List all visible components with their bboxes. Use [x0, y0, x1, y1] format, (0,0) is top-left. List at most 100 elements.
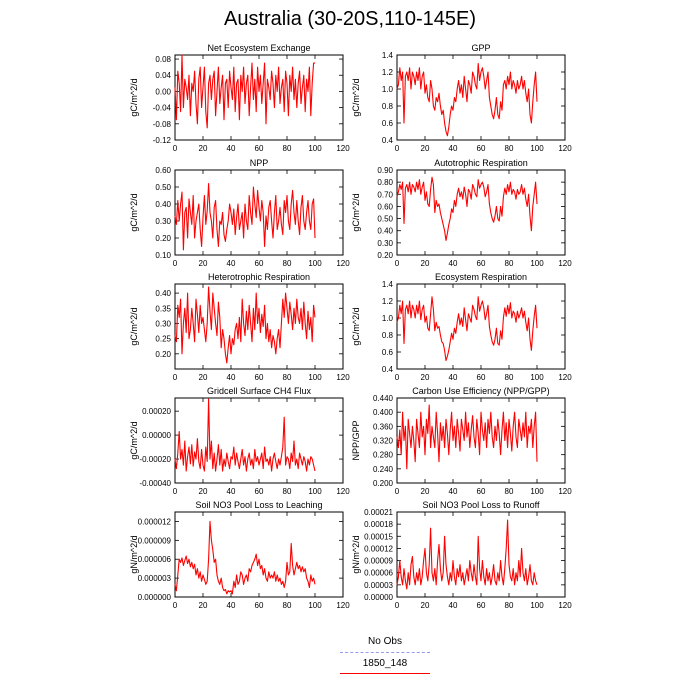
y-tick-label: 0.4 [382, 136, 394, 145]
y-axis-label: gN/m^2/d [351, 535, 361, 573]
y-tick-label: 0.60 [377, 202, 393, 211]
y-tick-label: 0.00000 [142, 431, 171, 440]
y-tick-label: 0.00018 [364, 520, 393, 529]
x-tick-label: 80 [283, 487, 292, 496]
panel-7: Gridcell Surface CH4 Flux gC/m^2/d 0 20 40 60… [129, 386, 350, 496]
y-tick-label: 0.8 [382, 331, 394, 340]
x-tick-label: 20 [421, 259, 430, 268]
y-tick-label: 0.440 [373, 394, 394, 403]
panel-2: GPP gC/m^2/d 0 20 40 60 80 100 120 1.4 1.2 1.0 0.8 0.… [351, 43, 572, 153]
y-tick-label: -0.00040 [139, 479, 171, 488]
plot-frame [396, 283, 566, 370]
y-tick-label: 0.30 [155, 319, 171, 328]
y-tick-label: 0.40 [155, 200, 171, 209]
x-tick-label: 80 [283, 259, 292, 268]
x-tick-label: 80 [505, 144, 514, 153]
panel-9: Soil NO3 Pool Loss to Leaching gN/m^2/d 0 2… [129, 500, 350, 610]
y-tick-label: 1.2 [382, 297, 394, 306]
x-tick-label: 0 [395, 601, 400, 610]
x-tick-label: 40 [449, 144, 458, 153]
y-tick-label: -0.04 [153, 104, 172, 113]
x-tick-label: 100 [530, 601, 544, 610]
x-tick-label: 120 [558, 144, 572, 153]
y-tick-label: 0.30 [155, 217, 171, 226]
y-axis-label: gC/m^2/d [351, 307, 361, 345]
series-line [174, 520, 316, 595]
x-tick-label: 80 [283, 601, 292, 610]
y-tick-label: 0.000003 [138, 574, 172, 583]
y-tick-label: 0.320 [373, 437, 394, 446]
y-tick-label: 0.20 [155, 234, 171, 243]
y-tick-label: 0.30 [377, 239, 393, 248]
y-tick-label: 0.240 [373, 465, 394, 474]
x-tick-label: 80 [283, 373, 292, 382]
legend-model-label: 1850_148 [362, 658, 408, 669]
x-tick-label: 0 [395, 144, 400, 153]
x-tick-label: 40 [449, 259, 458, 268]
panel-title: Ecosystem Respiration [435, 272, 527, 282]
y-axis-label: gC/m^2/d [129, 307, 139, 345]
y-tick-label: 1.0 [382, 314, 394, 323]
x-tick-label: 120 [558, 373, 572, 382]
x-tick-label: 0 [173, 487, 178, 496]
x-tick-label: 100 [308, 373, 322, 382]
x-tick-label: 80 [505, 373, 514, 382]
x-tick-label: 100 [530, 373, 544, 382]
x-tick-label: 120 [558, 259, 572, 268]
x-tick-label: 120 [558, 487, 572, 496]
x-tick-label: 120 [558, 601, 572, 610]
series-line [396, 62, 538, 137]
series-line [174, 54, 315, 129]
x-tick-label: 60 [255, 259, 264, 268]
x-tick-label: 20 [421, 487, 430, 496]
x-tick-label: 0 [173, 144, 178, 153]
y-tick-label: 0.280 [373, 451, 394, 460]
y-axis-label: gN/m^2/d [129, 535, 139, 573]
x-tick-label: 0 [173, 601, 178, 610]
x-tick-label: 40 [449, 373, 458, 382]
y-tick-label: 1.2 [382, 68, 394, 77]
x-tick-label: 40 [449, 601, 458, 610]
x-tick-label: 0 [395, 259, 400, 268]
panel-title: NPP [250, 158, 269, 168]
y-tick-label: 0.40 [377, 227, 393, 236]
x-tick-label: 60 [255, 487, 264, 496]
y-tick-label: -0.08 [153, 120, 172, 129]
panel-title: Autotrophic Respiration [434, 158, 528, 168]
x-tick-label: 40 [227, 144, 236, 153]
y-axis-label: gC/m^2/d [129, 193, 139, 231]
y-tick-label: 0.00009 [364, 557, 393, 566]
y-tick-label: 0.20 [377, 251, 393, 260]
plot-frame [396, 54, 566, 141]
x-tick-label: 80 [283, 144, 292, 153]
legend-model-line [340, 673, 430, 674]
x-tick-label: 100 [530, 259, 544, 268]
x-tick-label: 40 [227, 373, 236, 382]
x-tick-label: 0 [395, 487, 400, 496]
y-tick-label: 0.20 [155, 350, 171, 359]
y-tick-label: -0.00020 [139, 455, 171, 464]
series-line [174, 183, 316, 251]
y-tick-label: 0.00 [155, 87, 171, 96]
y-axis-label: gC/m^2/d [129, 78, 139, 116]
x-tick-label: 120 [336, 487, 350, 496]
y-tick-label: 0.000009 [138, 536, 172, 545]
series-line [396, 404, 538, 470]
panel-1: Net Ecosystem Exchange gC/m^2/d 0 20 40 60 80 1… [129, 43, 350, 153]
y-tick-label: 0.00015 [364, 532, 393, 541]
x-tick-label: 60 [477, 601, 486, 610]
y-tick-label: 0.35 [155, 304, 171, 313]
y-tick-label: 0.6 [382, 348, 394, 357]
y-tick-label: 0.6 [382, 119, 394, 128]
y-axis-label: gC/m^2/d [129, 421, 139, 459]
x-tick-label: 20 [199, 601, 208, 610]
legend: No Obs 1850_148 [0, 630, 700, 690]
y-tick-label: -0.12 [153, 136, 172, 145]
x-tick-label: 20 [421, 373, 430, 382]
y-tick-label: 1.4 [382, 51, 394, 60]
legend-obs-line [340, 652, 430, 653]
y-tick-label: 0.40 [155, 289, 171, 298]
panel-3: NPP gC/m^2/d 0 20 40 60 80 100 120 0.60 0.50 0.40 0.… [129, 158, 350, 268]
y-tick-label: 0.50 [377, 215, 393, 224]
y-tick-label: 0.70 [377, 190, 393, 199]
